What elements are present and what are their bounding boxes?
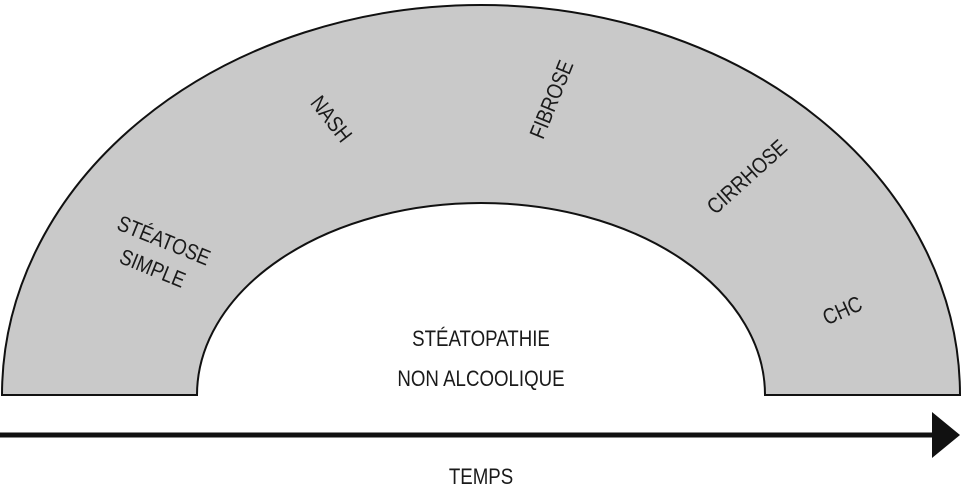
center-label-line: STÉATOPATHIE	[412, 326, 550, 351]
axis-label: TEMPS	[449, 465, 513, 489]
axis-label-group: TEMPS	[449, 465, 513, 489]
arc-band	[0, 4, 961, 396]
center-label: STÉATOPATHIE NON ALCOOLIQUE	[397, 326, 564, 391]
center-label-line: NON ALCOOLIQUE	[397, 367, 564, 391]
time-arrow-head	[932, 412, 960, 458]
